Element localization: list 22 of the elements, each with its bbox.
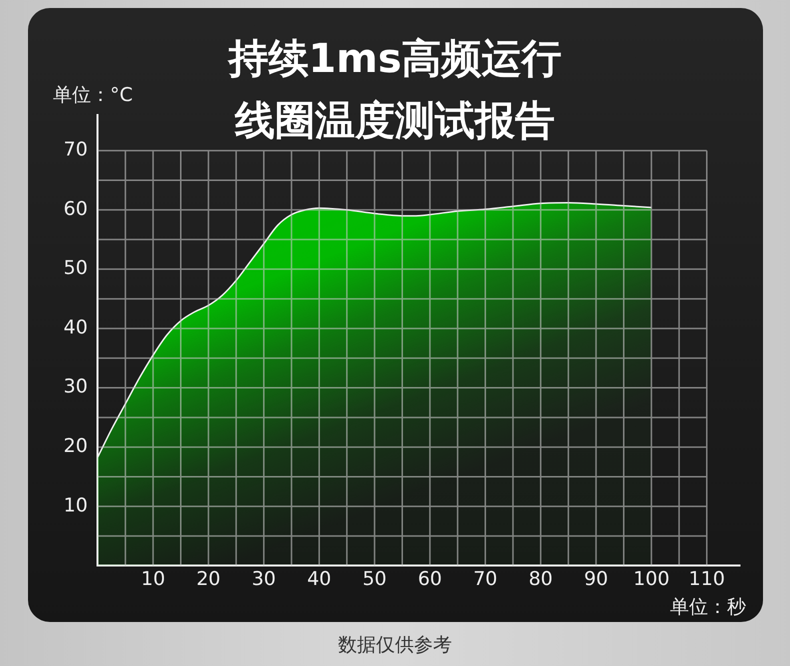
- x-tick-label: 80: [528, 568, 553, 590]
- x-tick-label: 110: [688, 568, 725, 590]
- x-axis-title: 单位：秒: [670, 595, 746, 620]
- text: 数据仅供参考: [337, 633, 453, 658]
- y-tick-label: 50: [64, 257, 88, 280]
- y-tick-label: 70: [64, 138, 88, 161]
- x-tick-label: 90: [584, 568, 608, 590]
- chart-title: 持续1ms高频运行线圈温度测试报告: [226, 35, 563, 146]
- x-tick-label: 70: [473, 568, 498, 590]
- y-tick-label: 40: [64, 316, 88, 338]
- x-tick-label: 40: [307, 568, 332, 590]
- x-tick-label: 30: [252, 568, 276, 590]
- x-tick-label: 60: [418, 568, 442, 590]
- x-tick-label: 20: [196, 568, 221, 590]
- y-tick-label: 30: [64, 376, 88, 398]
- x-tick-label: 50: [362, 568, 387, 590]
- y-axis-title: 单位：°C: [53, 83, 133, 108]
- y-tick-label: 20: [64, 435, 88, 458]
- y-tick-label: 10: [64, 494, 88, 516]
- x-tick-label: 10: [140, 568, 166, 590]
- x-tick-label: 100: [633, 568, 670, 590]
- y-tick-label: 60: [64, 198, 88, 220]
